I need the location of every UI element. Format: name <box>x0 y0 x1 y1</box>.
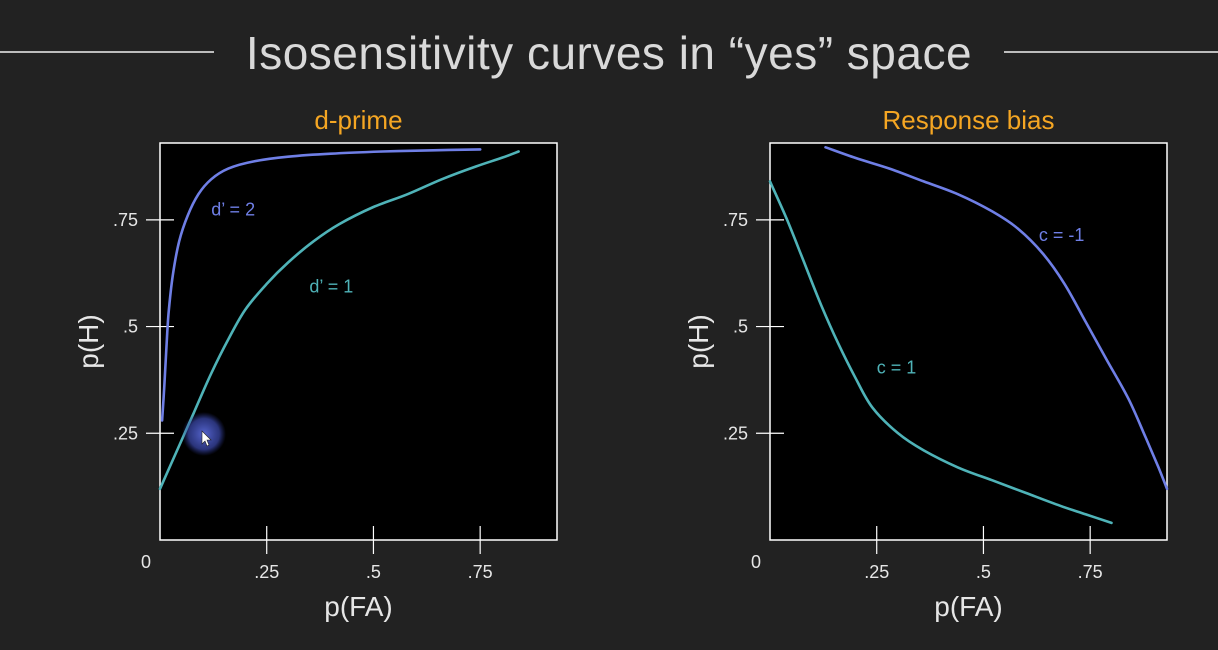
y-tick-label: .75 <box>113 210 138 230</box>
plot-area <box>769 142 1168 541</box>
x-tick-label: .5 <box>366 562 381 582</box>
y-tick-label: .5 <box>733 317 748 337</box>
series-line-1 <box>768 180 1113 525</box>
title-rule-right <box>1004 51 1218 53</box>
chart-title: Response bias <box>883 105 1055 135</box>
origin-label: 0 <box>141 552 151 572</box>
series-label-1: c = 1 <box>877 358 917 378</box>
chart-response-bias: Response bias .25 .5 .75 .25 .5 .75 0 p(FA) p(H) c… <box>683 105 1169 622</box>
series-label-0: c = -1 <box>1039 225 1085 245</box>
chart-title: d-prime <box>314 105 402 135</box>
x-tick-label: .75 <box>468 562 493 582</box>
y-tick-label: .25 <box>723 423 748 443</box>
mouse-cursor-icon <box>182 412 226 456</box>
series-line-1 <box>158 150 520 491</box>
x-tick-label: .25 <box>254 562 279 582</box>
x-tick-label: .5 <box>976 562 991 582</box>
x-tick-label: .75 <box>1078 562 1103 582</box>
x-axis-label: p(FA) <box>934 591 1002 622</box>
y-tick-label: .75 <box>723 210 748 230</box>
y-tick-label: .5 <box>123 317 138 337</box>
series-line-0 <box>824 146 1169 491</box>
series-line-0 <box>160 148 482 422</box>
origin-label: 0 <box>751 552 761 572</box>
y-tick-label: .25 <box>113 423 138 443</box>
series-label-0: d’ = 2 <box>211 200 255 220</box>
slide-title: Isosensitivity curves in “yes” space <box>245 27 973 79</box>
y-axis-label: p(H) <box>73 314 104 368</box>
y-axis-label: p(H) <box>683 314 714 368</box>
chart-d-prime: d-prime .25 .5 .75 .25 .5 .75 0 p(FA) p(H) d’ = 2 d… <box>73 105 558 622</box>
series-label-1: d’ = 1 <box>309 276 353 296</box>
x-tick-label: .25 <box>864 562 889 582</box>
title-rule-left <box>0 51 214 53</box>
x-axis-label: p(FA) <box>324 591 392 622</box>
